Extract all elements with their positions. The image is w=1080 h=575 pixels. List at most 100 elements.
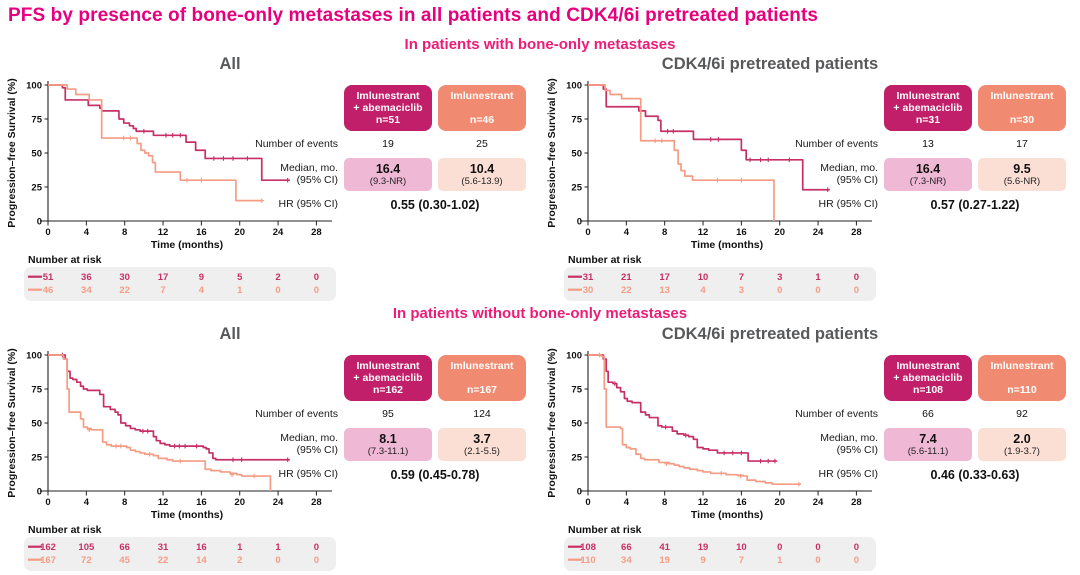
- svg-text:7: 7: [739, 272, 744, 283]
- svg-text:0: 0: [854, 555, 859, 566]
- svg-text:Time (months): Time (months): [151, 509, 223, 521]
- svg-text:24: 24: [813, 497, 824, 508]
- svg-text:0: 0: [854, 285, 859, 296]
- arm-n: n=51: [375, 114, 401, 127]
- km-plot: 0 4 8 12 16 20 24 28 Time (months) 0 25 50 75 100 Prog…: [546, 348, 872, 521]
- median-value: 16.4: [375, 161, 401, 176]
- svg-text:100: 100: [26, 80, 42, 91]
- svg-text:34: 34: [621, 555, 632, 566]
- events-label: Number of events: [255, 138, 338, 151]
- arm-n: n=110: [1007, 384, 1037, 397]
- hr-label: HR (95% CI): [278, 198, 338, 211]
- svg-text:0: 0: [37, 486, 42, 497]
- svg-text:2: 2: [275, 272, 280, 283]
- svg-text:3: 3: [777, 272, 782, 283]
- hr-label: HR (95% CI): [818, 468, 878, 481]
- svg-text:Number at risk: Number at risk: [28, 254, 102, 266]
- svg-text:8: 8: [122, 497, 127, 508]
- svg-text:50: 50: [571, 418, 582, 429]
- svg-text:105: 105: [78, 542, 95, 553]
- arm-n: n=46: [469, 114, 495, 127]
- median-value: 7.4: [919, 431, 937, 446]
- svg-text:0: 0: [815, 285, 820, 296]
- mono-arm-header: Imlunestrant n=110: [978, 355, 1066, 402]
- hr-value: 0.59 (0.45-0.78): [390, 467, 480, 482]
- arm-n: n=30: [1009, 114, 1035, 127]
- svg-text:25: 25: [31, 182, 42, 193]
- median-label: Median, mo. (95% CI): [820, 431, 878, 457]
- svg-text:0: 0: [585, 497, 590, 508]
- svg-text:20: 20: [774, 497, 785, 508]
- median-cell-combo: 16.4 (9.3-NR): [344, 157, 432, 191]
- svg-text:0: 0: [314, 542, 319, 553]
- median-value: 9.5: [1013, 161, 1031, 176]
- svg-text:4: 4: [84, 227, 90, 238]
- km-plot: 0 4 8 12 16 20 24 28 Time (months) 0 25 50 75 100 Prog…: [6, 78, 332, 251]
- svg-text:7: 7: [160, 285, 165, 296]
- svg-text:36: 36: [81, 272, 92, 283]
- stats-table: Imlunestrant + abemaciclib n=162 Imlunes…: [242, 355, 526, 482]
- svg-text:17: 17: [659, 272, 670, 283]
- svg-text:72: 72: [81, 555, 92, 566]
- number-at-risk-table: Number at risk 51 36 30 17 9 5 2 0 46 34 22 7 4 1 0 0: [24, 254, 336, 301]
- hr-label: HR (95% CI): [818, 198, 878, 211]
- svg-text:4: 4: [199, 285, 205, 296]
- svg-text:41: 41: [659, 542, 670, 553]
- svg-text:16: 16: [196, 542, 207, 553]
- median-value: 16.4: [915, 161, 941, 176]
- panel-all-without-bone-mets: All 0 4 8 12 16 20 24 28 Time (months) 0 25 50 75 100…: [0, 325, 540, 571]
- svg-text:31: 31: [583, 272, 594, 283]
- median-label: Median, mo. (95% CI): [280, 161, 338, 187]
- svg-text:2: 2: [237, 555, 242, 566]
- svg-text:14: 14: [196, 555, 207, 566]
- svg-text:3: 3: [739, 285, 744, 296]
- svg-text:0: 0: [275, 555, 280, 566]
- svg-text:Number at risk: Number at risk: [28, 524, 102, 536]
- svg-text:10: 10: [698, 272, 709, 283]
- median-value: 2.0: [1013, 431, 1031, 446]
- median-label: Median, mo. (95% CI): [280, 431, 338, 457]
- svg-text:16: 16: [736, 497, 747, 508]
- svg-text:16: 16: [196, 227, 207, 238]
- median-ci: (9.3-NR): [369, 175, 407, 187]
- svg-text:75: 75: [571, 384, 582, 395]
- events-value-mono: 92: [1016, 408, 1028, 421]
- arm-name: Imlunestrant: [896, 360, 960, 372]
- median-cell-mono: 10.4 (5.6-13.9): [438, 157, 526, 191]
- svg-text:24: 24: [273, 227, 284, 238]
- svg-text:0: 0: [854, 542, 859, 553]
- median-value: 8.1: [379, 431, 397, 446]
- median-cell-mono: 2.0 (1.9-3.7): [978, 427, 1066, 461]
- panel-title: CDK4/6i pretreated patients: [661, 55, 879, 73]
- svg-text:0: 0: [314, 272, 319, 283]
- median-cell-mono: 3.7 (2.1-5.5): [438, 427, 526, 461]
- hr-value: 0.55 (0.30-1.02): [390, 197, 480, 212]
- svg-text:10: 10: [736, 542, 747, 553]
- svg-text:7: 7: [739, 555, 744, 566]
- svg-text:75: 75: [571, 114, 582, 125]
- svg-text:25: 25: [31, 452, 42, 463]
- svg-text:167: 167: [40, 555, 56, 566]
- svg-text:16: 16: [736, 227, 747, 238]
- svg-text:0: 0: [314, 555, 319, 566]
- panel-cdk-without-bone-mets: CDK4/6i pretreated patients 0 4 8 12 16 20 24 2…: [540, 325, 1080, 571]
- events-value-combo: 66: [922, 408, 934, 421]
- svg-text:110: 110: [580, 555, 595, 566]
- km-plot: 0 4 8 12 16 20 24 28 Time (months) 0 25 50 75 100 Prog…: [546, 78, 872, 251]
- arm-n: n=108: [912, 384, 944, 397]
- arm-name: Imlunestrant: [450, 90, 514, 102]
- svg-text:Progression–free Survival (%): Progression–free Survival (%): [6, 348, 18, 497]
- svg-text:1: 1: [777, 555, 783, 566]
- svg-text:22: 22: [621, 285, 632, 296]
- svg-text:0: 0: [45, 497, 50, 508]
- arm-name-2: + abemaciclib: [353, 372, 423, 385]
- svg-text:66: 66: [119, 542, 130, 553]
- stats-table: Imlunestrant + abemaciclib n=31 Imlunest…: [782, 85, 1066, 212]
- svg-text:100: 100: [566, 350, 582, 361]
- median-label: Median, mo. (95% CI): [820, 161, 878, 187]
- svg-text:50: 50: [31, 418, 42, 429]
- svg-text:22: 22: [119, 285, 130, 296]
- events-value-combo: 13: [922, 138, 934, 151]
- median-cell-combo: 16.4 (7.3-NR): [884, 157, 972, 191]
- svg-text:16: 16: [196, 497, 207, 508]
